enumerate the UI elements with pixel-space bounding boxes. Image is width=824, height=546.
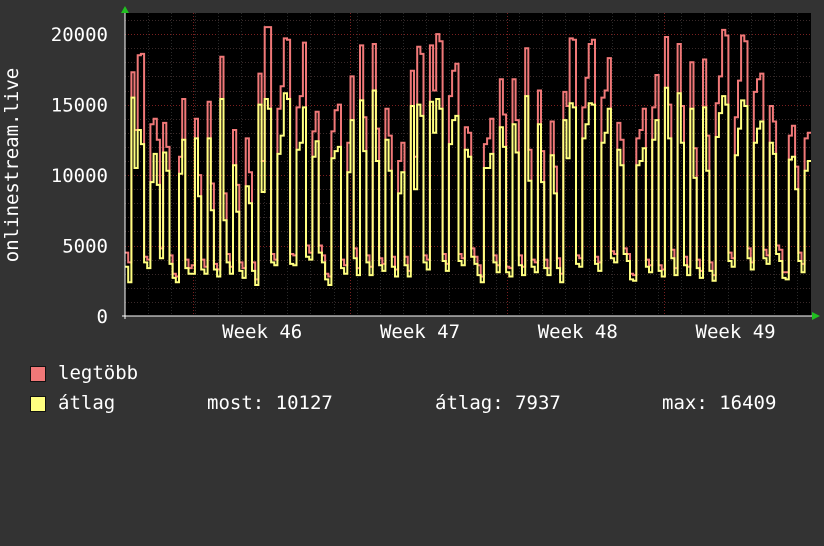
x-tick-label: Week 46 (222, 321, 302, 343)
stat-atlag-value: 7937 (515, 392, 561, 414)
stat-max-label: max: (662, 392, 708, 414)
y-axis-arrow-icon (121, 6, 129, 13)
plot-area (125, 13, 811, 316)
legend-item-atlag: átlag most: 10127 átlag: 7937 max: 16409 (30, 392, 820, 416)
y-tick-label: 15000 (51, 95, 108, 117)
y-tick-label: 5000 (62, 236, 108, 258)
stat-most-value: 10127 (275, 392, 333, 414)
legend-label-atlag: átlag (58, 392, 116, 414)
legend-label-legtobb: legtöbb (58, 362, 139, 384)
tick-labels: 0 5000 10000 15000 20000 Week 46 Week 47 Week 4… (51, 24, 776, 343)
series-line-1 (125, 86, 811, 286)
y-axis-title: onlinestream.live (1, 68, 23, 262)
stat-max: max: 16409 (662, 392, 776, 414)
legend-swatch-atlag (30, 396, 46, 412)
series-group (125, 26, 811, 286)
y-tick-label: 10000 (51, 165, 108, 187)
x-tick-label: Week 47 (380, 321, 460, 343)
stat-max-value: 16409 (719, 392, 777, 414)
chart: 0 5000 10000 15000 20000 Week 46 Week 47 Week 4… (1, 6, 820, 343)
stat-most-label: most: (207, 392, 265, 414)
stat-atlag-label: átlag: (435, 392, 504, 414)
legend-swatch-legtobb (30, 366, 46, 382)
x-tick-label: Week 48 (538, 321, 618, 343)
stat-atlag: átlag: 7937 (435, 392, 561, 414)
x-tick-label: Week 49 (696, 321, 776, 343)
y-tick-label: 20000 (51, 24, 108, 46)
stat-most: most: 10127 (207, 392, 333, 414)
legend-item-legtobb: legtöbb (30, 362, 820, 386)
x-axis-arrow-icon (812, 312, 820, 320)
legend: legtöbb átlag most: 10127 átlag: 7937 ma… (30, 362, 776, 428)
y-tick-label: 0 (97, 306, 108, 328)
axes (121, 6, 820, 320)
